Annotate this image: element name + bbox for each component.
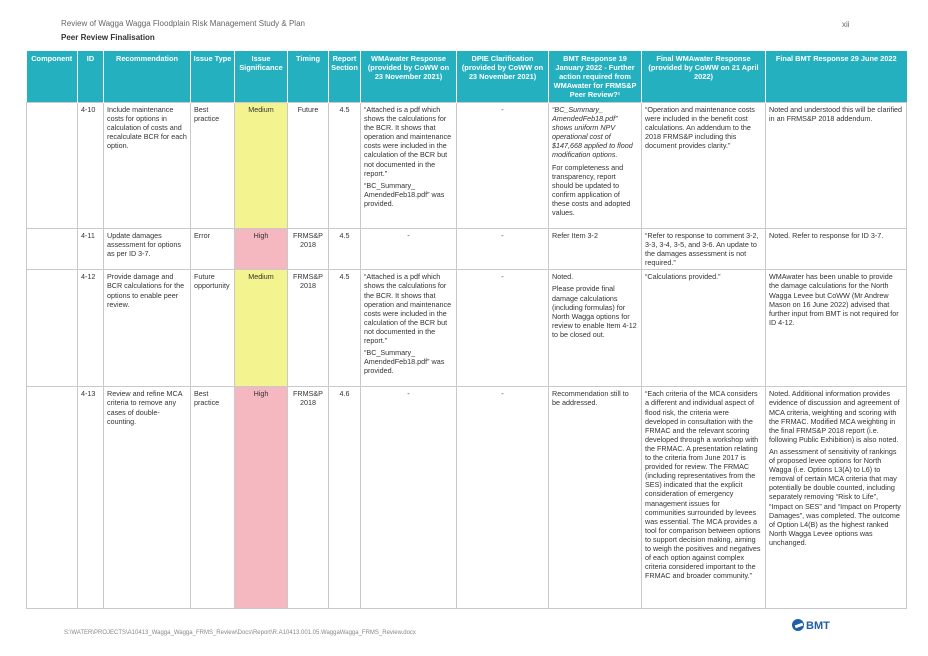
dpie-clarification-cell: - (456, 102, 549, 229)
col-header-final-wmawater-response: Final WMAwater Response (provided by CoW… (641, 51, 766, 103)
col-header-final-bmt-response: Final BMT Response 29 June 2022 (765, 51, 907, 103)
page-number: xii (842, 20, 850, 29)
component-cell (26, 102, 78, 229)
recommendation-cell: Provide damage and BCR calculations for … (103, 269, 191, 388)
final-bmt-response-cell: Noted. Additional information provides e… (765, 386, 907, 610)
timing-cell: Future (287, 102, 329, 229)
final-wmawater-response-cell: “Operation and maintenance costs were in… (641, 102, 766, 229)
footer-file-path: S:\WATER\PROJECTS\A10413_Wagga_Wagga_FRM… (64, 630, 416, 636)
id-cell: 4-12 (77, 269, 104, 388)
bmt-response-cell: Refer Item 3-2 (548, 227, 642, 271)
dpie-clarification-cell: - (456, 386, 549, 610)
component-cell (26, 386, 78, 610)
wmawater-response-cell: - (360, 386, 457, 610)
timing-cell: FRMS&P 2018 (287, 269, 329, 388)
final-bmt-response-text: Noted. Additional information provides e… (769, 389, 900, 444)
col-header-report-section: Report Section (328, 51, 361, 103)
table-row: 4-10 Include maintenance costs for optio… (26, 102, 907, 229)
significance-cell: Medium (234, 102, 288, 229)
timing-cell: FRMS&P 2018 (287, 386, 329, 610)
table-header-row: Component ID Recommendation Issue Type I… (26, 51, 907, 103)
component-cell (26, 269, 78, 388)
col-header-id: ID (77, 51, 104, 103)
bmt-logo-text: BMT (806, 620, 830, 632)
bmt-logo: BMT (792, 618, 852, 638)
significance-cell: High (234, 386, 288, 610)
table-row: 4-11 Update damages assessment for optio… (26, 227, 907, 271)
id-cell: 4-13 (77, 386, 104, 610)
wmawater-response-note: “BC_Summary_ AmendedFeb18.pdf” was provi… (364, 348, 445, 376)
wmawater-response-cell: “Attached is a pdf which shows the calcu… (360, 269, 457, 388)
final-wmawater-response-cell: “Refer to response to comment 3-2, 3-3, … (641, 227, 766, 271)
id-cell: 4-10 (77, 102, 104, 229)
section-cell: 4.5 (328, 227, 361, 271)
issue-type-cell: Best practice (190, 102, 235, 229)
document-title: Review of Wagga Wagga Floodplain Risk Ma… (61, 19, 305, 28)
col-header-bmt-response: BMT Response 19 January 2022 - Further a… (548, 51, 642, 103)
issue-type-cell: Error (190, 227, 235, 271)
bmt-response-text: “BC_Summary_ AmendedFeb18.pdf” shows uni… (552, 105, 633, 160)
wmawater-response-cell: “Attached is a pdf which shows the calcu… (360, 102, 457, 229)
peer-review-table: Component ID Recommendation Issue Type I… (26, 51, 907, 610)
col-header-timing: Timing (287, 51, 329, 103)
issue-type-cell: Future opportunity (190, 269, 235, 388)
section-cell: 4.5 (328, 269, 361, 388)
issue-type-cell: Best practice (190, 386, 235, 610)
bmt-globe-icon (792, 619, 804, 631)
col-header-dpie-clarification: DPIE Clarification (provided by CoWW on … (456, 51, 549, 103)
final-bmt-response-note: An assessment of sensitivity of rankings… (769, 446, 901, 547)
bmt-response-note: For completeness and transparency, repor… (552, 162, 631, 218)
col-header-wmawater-response: WMAwater Response (provided by CoWW on 2… (360, 51, 457, 103)
wmawater-response-text: “Attached is a pdf which shows the calcu… (364, 105, 452, 178)
document-subtitle: Peer Review Finalisation (61, 33, 155, 42)
final-wmawater-response-cell: “Each criteria of the MCA considers a di… (641, 386, 766, 610)
bmt-response-cell: Noted. Please provide final damage calcu… (548, 269, 642, 388)
component-cell (26, 227, 78, 271)
final-bmt-response-text: Noted and understood this will be clarif… (769, 105, 903, 124)
recommendation-cell: Review and refine MCA criteria to remove… (103, 386, 191, 610)
bmt-response-cell: “BC_Summary_ AmendedFeb18.pdf” shows uni… (548, 102, 642, 229)
wmawater-response-cell: - (360, 227, 457, 271)
final-bmt-response-cell: Noted and understood this will be clarif… (765, 102, 907, 229)
final-wmawater-response-cell: “Calculations provided.” (641, 269, 766, 388)
table-row: 4-12 Provide damage and BCR calculations… (26, 269, 907, 388)
significance-cell: High (234, 227, 288, 271)
dpie-clarification-cell: - (456, 227, 549, 271)
wmawater-response-text: “Attached is a pdf which shows the calcu… (364, 272, 452, 346)
section-cell: 4.6 (328, 386, 361, 610)
table-row: 4-13 Review and refine MCA criteria to r… (26, 386, 907, 610)
col-header-recommendation: Recommendation (103, 51, 191, 103)
bmt-response-note: Please provide final damage calculations… (552, 284, 637, 339)
bmt-response-text: Noted. (552, 272, 574, 282)
dpie-clarification-cell: - (456, 269, 549, 388)
bmt-response-cell: Recommendation still to be addressed. (548, 386, 642, 610)
section-cell: 4.5 (328, 102, 361, 229)
final-bmt-response-cell: Noted. Refer to response for ID 3-7. (765, 227, 907, 271)
wmawater-response-note: “BC_Summary_ AmendedFeb18.pdf” was provi… (364, 180, 445, 208)
timing-cell: FRMS&P 2018 (287, 227, 329, 271)
final-bmt-response-cell: WMAwater has been unable to provide the … (765, 269, 907, 388)
recommendation-cell: Update damages assessment for options as… (103, 227, 191, 271)
id-cell: 4-11 (77, 227, 104, 271)
significance-cell: Medium (234, 269, 288, 388)
col-header-issue-significance: Issue Significance (234, 51, 288, 103)
col-header-issue-type: Issue Type (190, 51, 235, 103)
recommendation-cell: Include maintenance costs for options in… (103, 102, 191, 229)
col-header-component: Component (26, 51, 78, 103)
